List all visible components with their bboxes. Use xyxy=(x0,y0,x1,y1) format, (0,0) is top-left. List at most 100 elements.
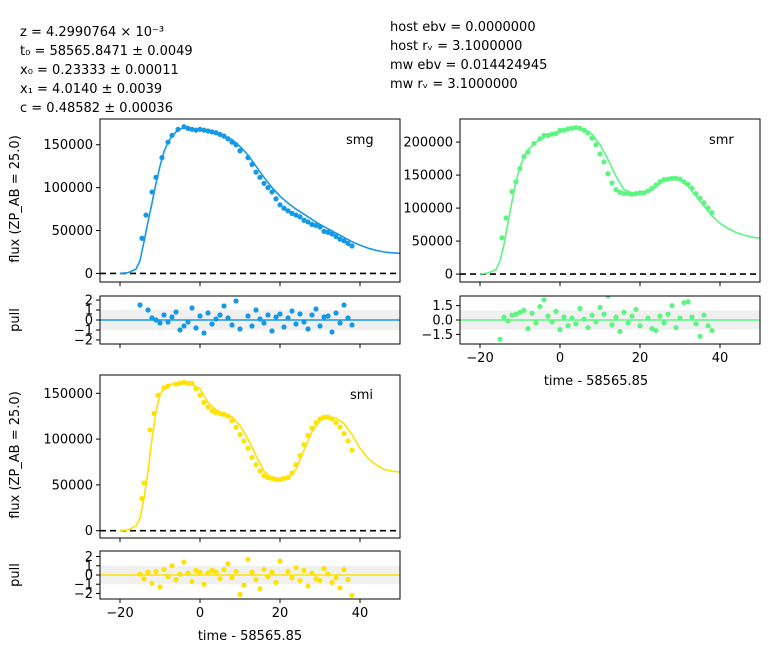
smi-data-point xyxy=(221,411,227,417)
smg-data-point xyxy=(281,205,287,211)
smg-pull-point xyxy=(349,322,355,328)
smr-data-point xyxy=(537,136,543,142)
smi-pull-point xyxy=(193,567,199,573)
fixed-param-host-ebv: host ebv = 0.0000000 xyxy=(390,20,536,35)
smi-pull-point xyxy=(329,579,335,585)
smr-data-point xyxy=(573,124,579,131)
smi-data-point xyxy=(189,380,195,386)
smi-data-point xyxy=(249,454,255,461)
smr-flux-axes-frame xyxy=(459,118,761,283)
smg-data-point xyxy=(175,126,181,132)
smi-pull-point xyxy=(229,575,235,581)
smg-pull-point xyxy=(285,315,291,321)
smg-pull-point xyxy=(185,319,191,325)
smg-pull-point xyxy=(205,310,211,316)
smg-flux-ytick-label: 150000 xyxy=(43,138,93,153)
smr-pull-point xyxy=(677,315,683,321)
smr-data-point xyxy=(633,190,639,197)
smi-pull-point xyxy=(201,581,207,587)
smr-data-point xyxy=(625,190,631,197)
fixed-param-mw-ebv: mw ebv = 0.014424945 xyxy=(390,58,547,73)
smg-data-point xyxy=(139,235,145,241)
smg-pull-point xyxy=(169,314,175,320)
smi-pull-point xyxy=(153,568,159,574)
smg-pull-point xyxy=(305,326,311,332)
smi-pull-point xyxy=(217,576,223,582)
smi-pull-point xyxy=(305,583,311,589)
smg-data-point xyxy=(345,240,351,246)
smg-pull-point xyxy=(277,311,283,317)
smi-pull-point xyxy=(165,574,171,580)
smg-pull-point xyxy=(245,313,251,319)
smr-data-point xyxy=(673,175,679,181)
smr-pull-point xyxy=(617,328,623,335)
smr-data-point xyxy=(541,132,547,139)
smi-pull-point xyxy=(161,566,167,573)
smr-data-point xyxy=(657,179,663,185)
smg-data-point xyxy=(317,224,323,230)
smi-pull-point xyxy=(325,571,331,577)
smr-data-point xyxy=(525,149,531,155)
smr-data-point xyxy=(685,181,691,187)
smr-pull-point xyxy=(673,325,679,331)
smi-data-point xyxy=(193,386,199,392)
smr-pull-xtick-label: 0 xyxy=(556,351,564,366)
smg-data-point xyxy=(185,125,191,132)
smg-flux-ytick-label: 0 xyxy=(85,267,93,282)
smi-pull-point xyxy=(185,570,191,576)
smr-pull-point xyxy=(521,307,527,313)
smg-pull-ytick-label: −2 xyxy=(74,334,93,349)
smg-pull-point xyxy=(217,312,223,318)
smr-pull-point xyxy=(509,312,515,318)
flux-ylabel-top: flux (ZP_AB = 25.0) xyxy=(8,135,23,263)
smg-data-point xyxy=(225,136,231,142)
smr-pull-point xyxy=(589,312,595,318)
smr-data-point xyxy=(513,179,519,185)
smr-pull-point xyxy=(581,316,587,322)
smi-data-point xyxy=(209,408,215,414)
smg-pull-point xyxy=(137,302,143,308)
smr-pull-ytick-label: 0.0 xyxy=(432,314,453,329)
smr-data-point xyxy=(581,127,587,133)
smg-pull-point xyxy=(253,307,259,313)
smr-data-point xyxy=(577,125,583,131)
smi-data-point xyxy=(205,404,211,410)
smr-pull-point xyxy=(505,318,511,324)
smg-pull-point xyxy=(237,326,243,332)
smg-data-point xyxy=(193,127,199,133)
smg-data-point xyxy=(245,155,251,161)
smi-pull-point xyxy=(145,569,151,575)
fit-param-z: z = 4.2990764 × 10⁻³ xyxy=(20,25,164,40)
smr-pull-point xyxy=(621,309,627,315)
smg-pull-point xyxy=(193,325,199,331)
smg-pull-point xyxy=(165,319,171,325)
smr-pull-point xyxy=(529,310,535,316)
smg-model-curve xyxy=(119,126,400,275)
smi-pull-point xyxy=(289,575,295,581)
smr-pull-xtick-label: −20 xyxy=(466,351,493,366)
smg-pull-point xyxy=(177,327,183,333)
smg-pull-ytick-label: 1 xyxy=(85,304,93,319)
smr-pull-point xyxy=(597,304,603,311)
smg-data-point xyxy=(333,233,339,240)
smg-data-point xyxy=(293,212,299,218)
smg-pull-point xyxy=(229,322,235,328)
smg-data-point xyxy=(257,174,263,180)
fit-param-x1: x₁ = 4.0140 ± 0.0039 xyxy=(20,82,162,97)
smr-pull-point xyxy=(685,299,691,305)
smr-data-point xyxy=(503,215,509,221)
flux-ylabel-bottom: flux (ZP_AB = 25.0) xyxy=(8,391,23,519)
time-xlabel-smr: time - 58565.85 xyxy=(544,374,648,389)
smg-pull-point xyxy=(257,316,263,322)
smr-pull-point xyxy=(573,321,579,327)
smi-pull-point xyxy=(221,566,227,573)
smg-pull-point xyxy=(181,323,187,329)
fit-param-c: c = 0.48582 ± 0.00036 xyxy=(20,101,173,116)
smr-pull-point xyxy=(709,327,715,334)
smg-data-point xyxy=(209,129,215,135)
smg-data-point xyxy=(143,212,149,218)
smg-data-point xyxy=(285,208,291,214)
